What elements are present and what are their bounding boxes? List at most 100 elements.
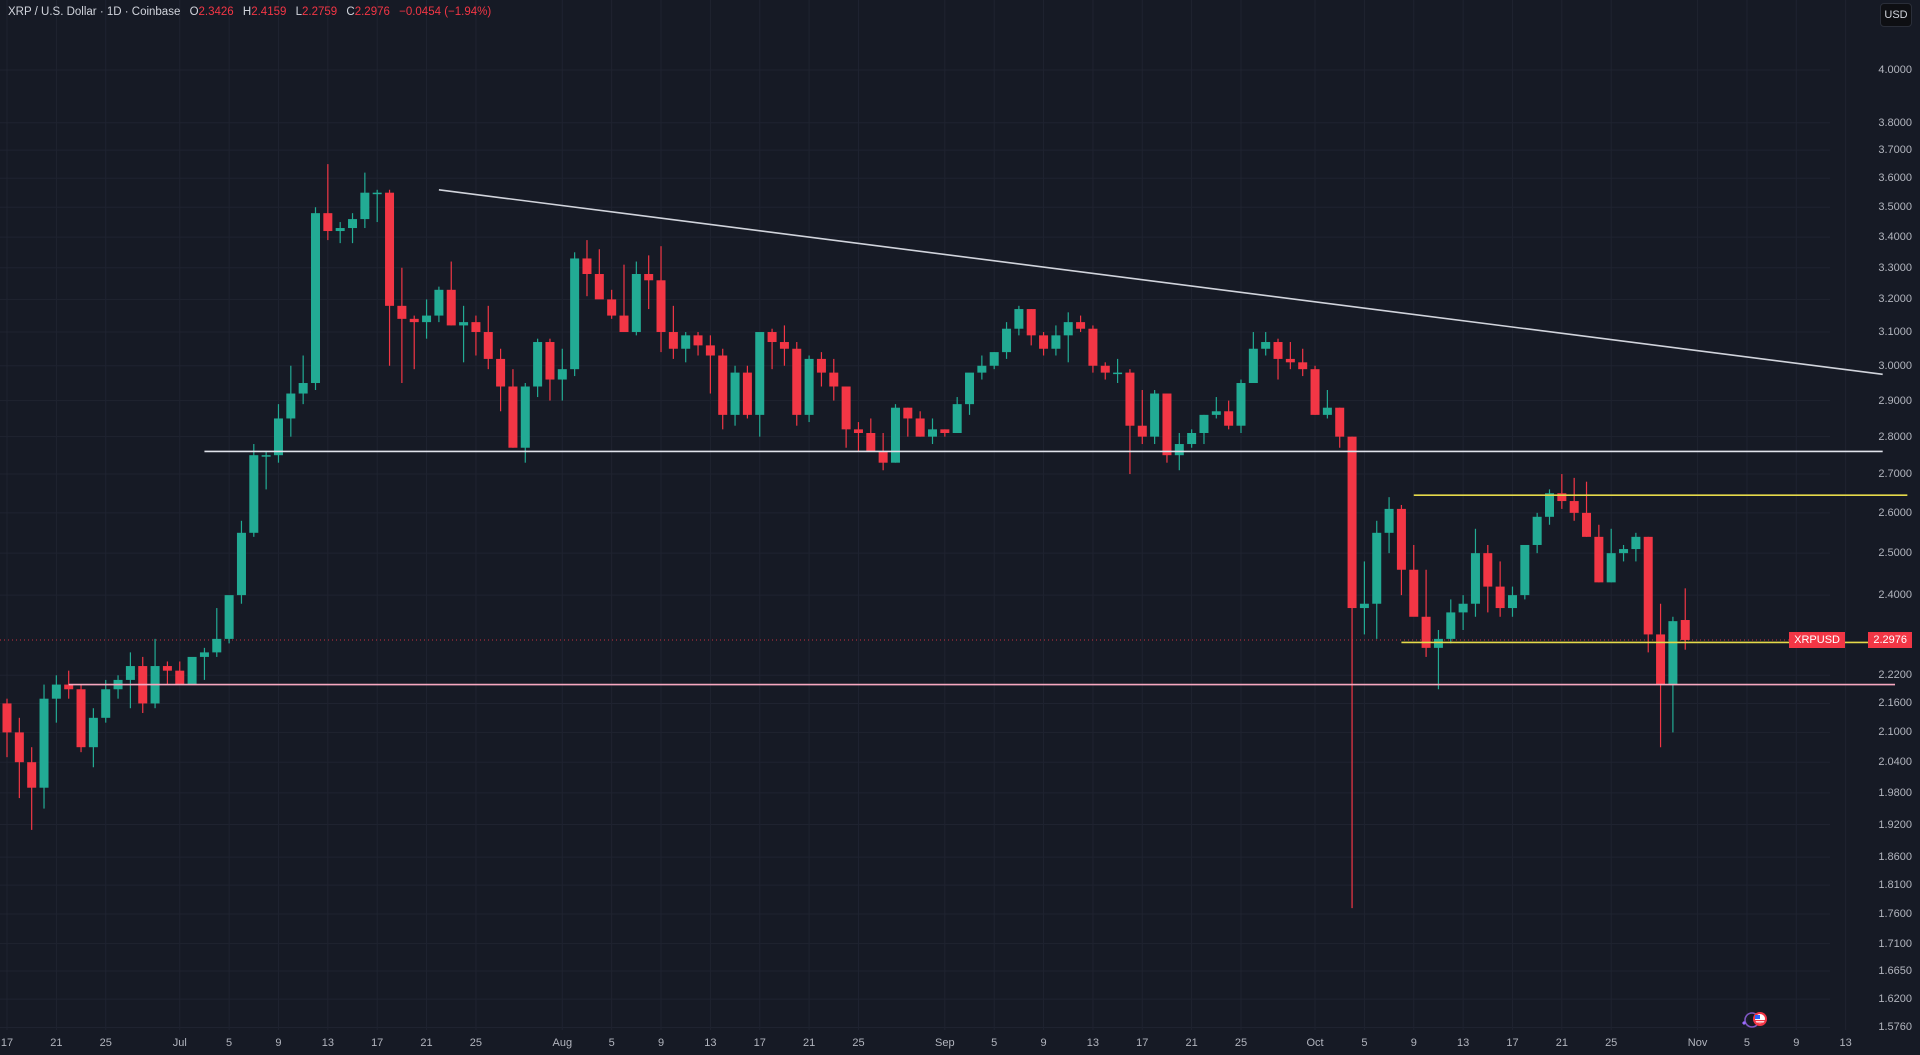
candle-body bbox=[212, 638, 222, 653]
candle-body bbox=[446, 289, 456, 326]
date-tick-label: 17 bbox=[371, 1037, 384, 1049]
candle-body bbox=[1261, 342, 1271, 349]
candle-body bbox=[607, 299, 617, 316]
candle-body bbox=[952, 404, 962, 433]
date-tick-label: Oct bbox=[1306, 1037, 1324, 1049]
candle-body bbox=[1433, 638, 1443, 648]
candle-body bbox=[175, 670, 185, 685]
currency-button[interactable]: USD bbox=[1880, 3, 1912, 27]
candle-body bbox=[236, 532, 246, 596]
price-tick-label: 3.4000 bbox=[1878, 231, 1912, 244]
candle-body bbox=[1162, 393, 1172, 456]
candle-body bbox=[557, 369, 567, 380]
date-tick-label: 13 bbox=[1839, 1037, 1852, 1049]
candle-body bbox=[101, 689, 111, 718]
open-label: O bbox=[189, 6, 199, 18]
price-tick-label: 2.4000 bbox=[1878, 589, 1912, 602]
date-tick-label: 21 bbox=[420, 1037, 433, 1049]
candle-body bbox=[1520, 544, 1530, 596]
date-tick-label: 13 bbox=[1086, 1037, 1100, 1049]
candle-body bbox=[1199, 414, 1209, 433]
price-tick-label: 1.7100 bbox=[1878, 937, 1912, 950]
candle-body bbox=[829, 372, 839, 387]
candle-body bbox=[335, 228, 345, 232]
price-tick-label: 3.7000 bbox=[1878, 144, 1912, 157]
open-value: 2.3426 bbox=[198, 6, 234, 18]
date-tick-label: 25 bbox=[852, 1037, 865, 1049]
price-tick-label: 3.1000 bbox=[1878, 326, 1912, 339]
price-tick-label: 3.0000 bbox=[1878, 359, 1912, 372]
candle-body bbox=[1051, 335, 1061, 349]
candle-body bbox=[1002, 328, 1012, 353]
candle-body bbox=[1656, 634, 1666, 685]
price-tick-label: 1.9200 bbox=[1878, 818, 1912, 831]
candle-body bbox=[693, 335, 703, 346]
candle-body bbox=[779, 342, 789, 349]
candle-body bbox=[1137, 425, 1147, 437]
candle-body bbox=[1174, 444, 1184, 456]
candle-body bbox=[224, 595, 234, 639]
us-flag-icon bbox=[1753, 1012, 1767, 1026]
candle-body bbox=[1236, 383, 1246, 426]
date-tick-label: 9 bbox=[657, 1037, 665, 1049]
candle-body bbox=[1125, 372, 1135, 426]
candle-body bbox=[742, 372, 752, 415]
candle-body bbox=[965, 372, 975, 405]
price-tick-label: 2.0400 bbox=[1878, 756, 1912, 769]
candle-body bbox=[1668, 621, 1678, 685]
candle-body bbox=[1409, 569, 1419, 617]
candle-body bbox=[434, 289, 444, 316]
date-tick-label: 21 bbox=[1555, 1037, 1568, 1049]
candle-body bbox=[1557, 493, 1567, 502]
candle-body bbox=[261, 455, 271, 457]
symbol-legend: XRP / U.S. Dollar · 1D · Coinbase O2.342… bbox=[8, 6, 491, 18]
candle-body bbox=[866, 432, 876, 452]
candle-body bbox=[681, 335, 691, 349]
candle-body bbox=[533, 342, 543, 387]
price-tick-label: 1.7600 bbox=[1878, 907, 1912, 920]
date-tick-label: 9 bbox=[1410, 1037, 1417, 1049]
candle-body bbox=[989, 352, 999, 366]
candle-body bbox=[1039, 335, 1049, 349]
candle-body bbox=[520, 386, 530, 448]
candle-body bbox=[76, 689, 86, 748]
date-tick-label: 5 bbox=[226, 1037, 233, 1049]
candle-body bbox=[582, 258, 592, 275]
candle-body bbox=[1359, 603, 1369, 609]
date-tick-label: Aug bbox=[552, 1037, 573, 1049]
date-tick-label: 21 bbox=[50, 1037, 63, 1049]
price-tick-label: 3.2000 bbox=[1878, 293, 1912, 306]
candle-body bbox=[594, 274, 604, 300]
candle-body bbox=[249, 455, 259, 533]
date-tick-label: 5 bbox=[608, 1037, 615, 1049]
price-tick-label: 2.9000 bbox=[1878, 394, 1912, 407]
candle-body bbox=[644, 274, 654, 281]
last-price-tag: 2.2976 bbox=[1868, 631, 1912, 648]
date-tick-label: 13 bbox=[1456, 1037, 1470, 1049]
candle-body bbox=[1495, 586, 1505, 609]
candle-body bbox=[853, 429, 863, 433]
date-tick-label: 9 bbox=[275, 1037, 282, 1049]
economic-events-icon[interactable] bbox=[1738, 1010, 1774, 1030]
candle-body bbox=[841, 386, 851, 430]
price-tick-label: 3.3000 bbox=[1878, 261, 1912, 274]
candle-body bbox=[804, 358, 814, 415]
symbol-title[interactable]: XRP / U.S. Dollar · 1D · Coinbase bbox=[8, 6, 181, 18]
candle-body bbox=[816, 358, 826, 373]
candle-body bbox=[705, 345, 715, 356]
candle-body bbox=[940, 429, 950, 433]
candle-body bbox=[1026, 309, 1036, 336]
price-tick-label: 3.5000 bbox=[1878, 201, 1912, 214]
candle-body bbox=[1483, 553, 1493, 587]
candle-body bbox=[1088, 328, 1098, 366]
price-tick-label: 3.8000 bbox=[1878, 116, 1912, 129]
price-tick-label: 3.6000 bbox=[1878, 172, 1912, 185]
candle-body bbox=[1421, 616, 1431, 648]
candle-body bbox=[1606, 553, 1616, 583]
candle-body bbox=[286, 393, 296, 419]
candle-body bbox=[1273, 342, 1283, 359]
candle-body bbox=[88, 717, 98, 748]
candle-body bbox=[1470, 553, 1480, 604]
candle-body bbox=[928, 429, 937, 437]
